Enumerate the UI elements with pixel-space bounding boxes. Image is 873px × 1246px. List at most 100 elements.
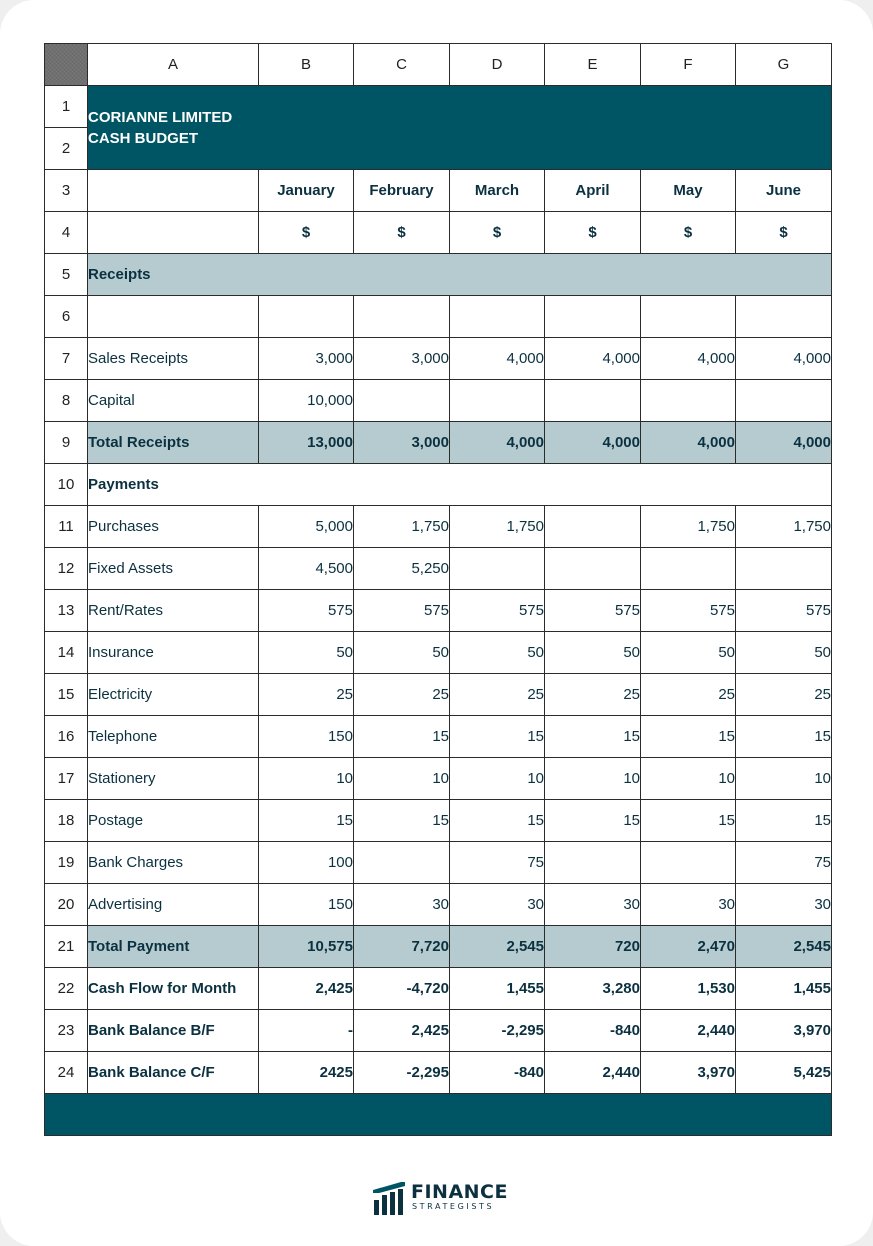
row-number[interactable]: 11 [44,505,88,548]
cell[interactable] [258,295,354,338]
value-cell[interactable] [544,547,641,590]
row-label[interactable]: Purchases [87,505,259,548]
value-cell[interactable] [735,547,832,590]
value-cell[interactable]: 3,000 [353,421,450,464]
value-cell[interactable]: 10,575 [258,925,354,968]
value-cell[interactable]: 30 [735,883,832,926]
value-cell[interactable]: 15 [640,715,736,758]
value-cell[interactable]: 4,000 [640,421,736,464]
value-cell[interactable]: 10 [449,757,545,800]
row-label[interactable]: Bank Balance C/F [87,1051,259,1094]
value-cell[interactable]: 1,750 [353,505,450,548]
row-number[interactable]: 4 [44,211,88,254]
row-number[interactable]: 10 [44,463,88,506]
row-label[interactable]: Bank Charges [87,841,259,884]
value-cell[interactable]: 50 [449,631,545,674]
select-all-corner[interactable] [44,43,88,86]
row-number[interactable]: 22 [44,967,88,1010]
cell[interactable] [87,169,259,212]
row-number[interactable]: 1 [44,85,88,128]
cell[interactable] [640,295,736,338]
value-cell[interactable]: 10 [544,757,641,800]
month-march[interactable]: March [449,169,545,212]
column-header-a[interactable]: A [87,43,259,86]
value-cell[interactable] [449,379,545,422]
value-cell[interactable]: 50 [735,631,832,674]
value-cell[interactable]: -840 [449,1051,545,1094]
value-cell[interactable]: 4,000 [544,337,641,380]
cell[interactable] [735,295,832,338]
row-number[interactable]: 3 [44,169,88,212]
value-cell[interactable]: 1,750 [640,505,736,548]
row-label[interactable]: Electricity [87,673,259,716]
value-cell[interactable]: 575 [735,589,832,632]
value-cell[interactable]: 575 [449,589,545,632]
value-cell[interactable]: 10 [640,757,736,800]
column-header-e[interactable]: E [544,43,641,86]
currency-cell[interactable]: $ [258,211,354,254]
column-header-f[interactable]: F [640,43,736,86]
value-cell[interactable]: 2,440 [544,1051,641,1094]
value-cell[interactable]: -4,720 [353,967,450,1010]
value-cell[interactable]: -840 [544,1009,641,1052]
value-cell[interactable]: 5,425 [735,1051,832,1094]
value-cell[interactable]: 10 [735,757,832,800]
column-header-b[interactable]: B [258,43,354,86]
value-cell[interactable]: 50 [544,631,641,674]
value-cell[interactable] [544,841,641,884]
value-cell[interactable]: 720 [544,925,641,968]
value-cell[interactable]: 2,425 [353,1009,450,1052]
value-cell[interactable]: 25 [544,673,641,716]
cell[interactable] [353,295,450,338]
row-label[interactable]: Stationery [87,757,259,800]
currency-cell[interactable]: $ [353,211,450,254]
row-number[interactable]: 2 [44,127,88,170]
value-cell[interactable]: 2425 [258,1051,354,1094]
row-number[interactable]: 14 [44,631,88,674]
row-label[interactable]: Postage [87,799,259,842]
value-cell[interactable]: 575 [353,589,450,632]
value-cell[interactable]: 4,000 [449,421,545,464]
value-cell[interactable]: 100 [258,841,354,884]
value-cell[interactable]: 575 [640,589,736,632]
row-number[interactable]: 6 [44,295,88,338]
month-february[interactable]: February [353,169,450,212]
value-cell[interactable]: 4,500 [258,547,354,590]
value-cell[interactable]: 2,425 [258,967,354,1010]
column-header-d[interactable]: D [449,43,545,86]
value-cell[interactable]: 3,000 [353,337,450,380]
value-cell[interactable]: 1,455 [735,967,832,1010]
row-label[interactable]: Capital [87,379,259,422]
value-cell[interactable]: 1,750 [449,505,545,548]
row-label[interactable]: Insurance [87,631,259,674]
row-number[interactable]: 5 [44,253,88,296]
sheet-title-cell[interactable]: CORIANNE LIMITED CASH BUDGET [87,85,832,170]
value-cell[interactable]: 25 [258,673,354,716]
value-cell[interactable]: 25 [640,673,736,716]
value-cell[interactable]: 15 [735,799,832,842]
value-cell[interactable]: 15 [353,799,450,842]
row-label[interactable]: Fixed Assets [87,547,259,590]
value-cell[interactable]: 1,455 [449,967,545,1010]
value-cell[interactable]: 7,720 [353,925,450,968]
currency-cell[interactable]: $ [640,211,736,254]
month-april[interactable]: April [544,169,641,212]
cell[interactable] [449,295,545,338]
column-header-g[interactable]: G [735,43,832,86]
value-cell[interactable]: 4,000 [735,337,832,380]
cell[interactable] [87,211,259,254]
value-cell[interactable]: 2,470 [640,925,736,968]
value-cell[interactable]: 150 [258,883,354,926]
column-header-c[interactable]: C [353,43,450,86]
value-cell[interactable]: 30 [353,883,450,926]
value-cell[interactable]: 4,000 [449,337,545,380]
row-number[interactable]: 9 [44,421,88,464]
month-may[interactable]: May [640,169,736,212]
row-number[interactable]: 17 [44,757,88,800]
row-number[interactable]: 13 [44,589,88,632]
value-cell[interactable]: 1,530 [640,967,736,1010]
row-number[interactable]: 23 [44,1009,88,1052]
value-cell[interactable]: 25 [353,673,450,716]
value-cell[interactable] [735,379,832,422]
value-cell[interactable]: 15 [640,799,736,842]
